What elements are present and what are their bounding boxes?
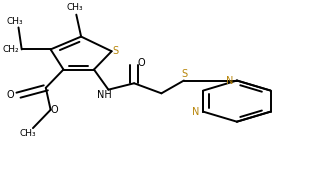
Text: CH₂: CH₂ bbox=[2, 45, 19, 54]
Text: S: S bbox=[182, 69, 188, 79]
Text: NH: NH bbox=[97, 90, 112, 100]
Text: N: N bbox=[226, 76, 233, 85]
Text: N: N bbox=[193, 107, 200, 117]
Text: CH₃: CH₃ bbox=[20, 129, 36, 138]
Text: S: S bbox=[113, 46, 119, 56]
Text: O: O bbox=[137, 58, 145, 68]
Text: O: O bbox=[51, 105, 58, 115]
Text: O: O bbox=[7, 90, 14, 100]
Text: CH₃: CH₃ bbox=[66, 3, 83, 12]
Text: CH₃: CH₃ bbox=[7, 16, 24, 26]
